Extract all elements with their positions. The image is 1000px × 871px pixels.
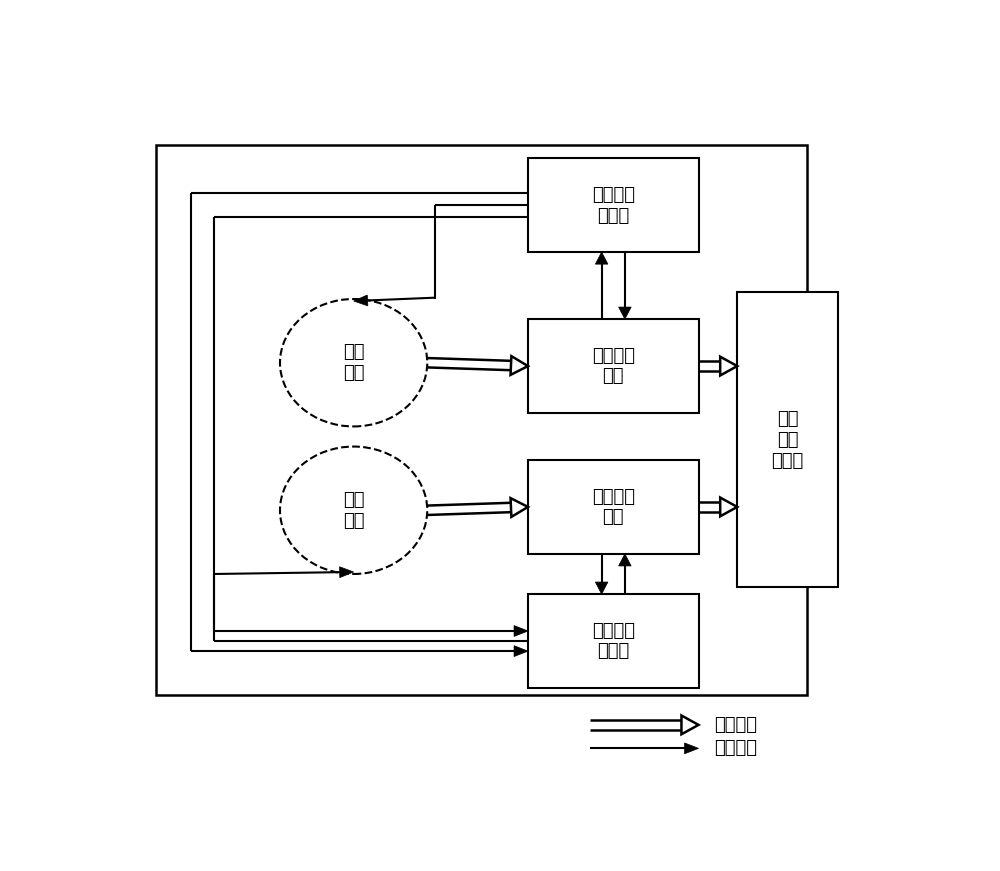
Text: 右发电机
控制器: 右发电机 控制器	[592, 622, 635, 660]
Text: 左发电机
控制器: 左发电机 控制器	[592, 186, 635, 225]
Text: 右并网接
触器: 右并网接 触器	[592, 488, 635, 526]
Polygon shape	[685, 743, 698, 753]
Bar	[156, 145, 807, 695]
Ellipse shape	[280, 447, 427, 574]
Polygon shape	[720, 357, 737, 375]
Polygon shape	[595, 582, 608, 594]
Bar	[528, 159, 698, 252]
Ellipse shape	[280, 299, 427, 427]
Bar	[528, 319, 698, 413]
Polygon shape	[511, 498, 528, 517]
Bar	[528, 460, 698, 554]
Polygon shape	[619, 307, 631, 319]
Polygon shape	[619, 554, 631, 566]
Bar	[528, 594, 698, 688]
Text: 左发
电机: 左发 电机	[343, 343, 364, 382]
Polygon shape	[514, 625, 528, 637]
Polygon shape	[511, 356, 528, 375]
Text: 供电线路: 供电线路	[714, 716, 757, 734]
Polygon shape	[354, 295, 368, 306]
Text: 中央
汇流
条装置: 中央 汇流 条装置	[772, 410, 804, 469]
Polygon shape	[720, 497, 737, 517]
Polygon shape	[595, 252, 608, 264]
Bar	[737, 293, 838, 587]
Polygon shape	[340, 567, 354, 577]
Text: 左并网接
触器: 左并网接 触器	[592, 347, 635, 386]
Polygon shape	[514, 645, 528, 657]
Polygon shape	[681, 715, 698, 734]
Text: 右发
电机: 右发 电机	[343, 491, 364, 530]
Text: 信号线路: 信号线路	[714, 739, 757, 758]
